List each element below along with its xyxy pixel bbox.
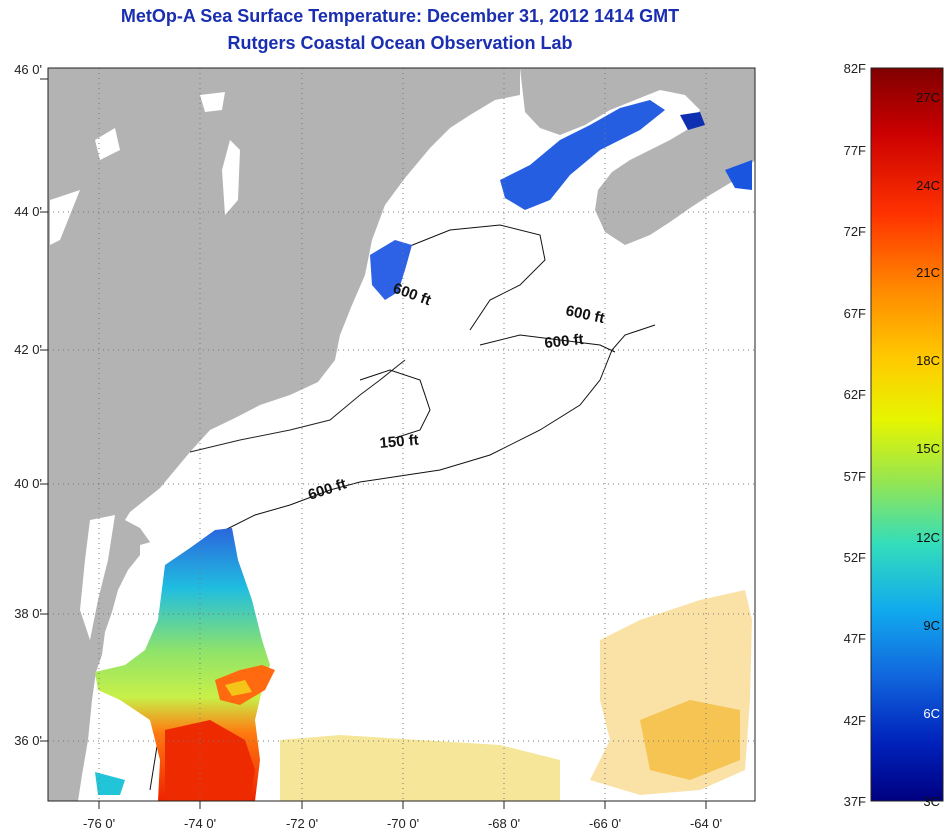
isobath-150ft bbox=[359, 369, 431, 439]
colorbar-f-label: 52F bbox=[844, 550, 866, 565]
map-subtitle: Rutgers Coastal Ocean Observation Lab bbox=[227, 33, 573, 53]
isobath-label: 600 ft bbox=[544, 331, 585, 352]
lon-label: -66 0' bbox=[589, 816, 621, 831]
lon-label: -74 0' bbox=[184, 816, 216, 831]
map-title: MetOp-A Sea Surface Temperature: Decembe… bbox=[120, 6, 680, 26]
colorbar-f-label: 67F bbox=[844, 306, 866, 321]
lake-feature bbox=[200, 92, 225, 112]
map-panel: 46 0' 44 0' 42 0' 40 0' 38 0' 36 0' -76 … bbox=[14, 62, 756, 831]
sst-patch bbox=[725, 160, 752, 190]
sst-scatter-south bbox=[280, 735, 560, 801]
lat-label: 44 0' bbox=[14, 204, 42, 219]
isobath-600ft-georges bbox=[479, 334, 616, 353]
graticule bbox=[48, 68, 755, 801]
colorbar-c-label: 3C bbox=[923, 794, 940, 809]
coastline bbox=[189, 359, 406, 453]
colorbar-c-label: 27C bbox=[916, 90, 940, 105]
colorbar: 82F 77F 72F 67F 62F 57F 52F 47F 42F 37F … bbox=[844, 61, 944, 809]
lat-label: 38 0' bbox=[14, 606, 42, 621]
lake-feature bbox=[95, 128, 120, 160]
sst-scatter-southeast bbox=[590, 590, 752, 795]
colorbar-c-label: 18C bbox=[916, 353, 940, 368]
chesapeake-bay bbox=[80, 515, 115, 640]
lat-label: 42 0' bbox=[14, 342, 42, 357]
lat-label: 46 0' bbox=[14, 62, 42, 77]
lat-label: 40 0' bbox=[14, 476, 42, 491]
lon-label: -68 0' bbox=[488, 816, 520, 831]
colorbar-f-label: 42F bbox=[844, 713, 866, 728]
lon-label: -72 0' bbox=[286, 816, 318, 831]
lon-label: -70 0' bbox=[387, 816, 419, 831]
land-mainland bbox=[48, 68, 520, 801]
sst-patch-bay-of-fundy bbox=[500, 100, 665, 210]
delaware-bay bbox=[140, 540, 158, 580]
lake-champlain bbox=[222, 140, 240, 215]
land-nova-scotia bbox=[520, 68, 755, 245]
lon-label: -76 0' bbox=[83, 816, 115, 831]
colorbar-f-label: 47F bbox=[844, 631, 866, 646]
colorbar-f-label: 77F bbox=[844, 143, 866, 158]
colorbar-c-label: 12C bbox=[916, 530, 940, 545]
colorbar-f-label: 57F bbox=[844, 469, 866, 484]
colorbar-c-label: 15C bbox=[916, 441, 940, 456]
colorbar-c-label: 21C bbox=[916, 265, 940, 280]
sst-patch bbox=[225, 680, 252, 696]
lat-label: 36 0' bbox=[14, 733, 42, 748]
map-frame bbox=[47, 67, 756, 802]
sst-patch-maine-coast bbox=[370, 240, 412, 300]
sst-patch bbox=[165, 720, 255, 801]
colorbar-c-label: 24C bbox=[916, 178, 940, 193]
sst-patch bbox=[95, 772, 125, 795]
lon-label: -64 0' bbox=[690, 816, 722, 831]
colorbar-c-label: 9C bbox=[923, 618, 940, 633]
colorbar-c-label: 6C bbox=[923, 706, 940, 721]
colorbar-gradient bbox=[870, 67, 944, 802]
isobath-label: 150 ft bbox=[379, 432, 420, 452]
colorbar-f-label: 72F bbox=[844, 224, 866, 239]
sst-patch bbox=[680, 112, 705, 130]
colorbar-f-label: 62F bbox=[844, 387, 866, 402]
isobath-600ft-gulf bbox=[399, 224, 546, 331]
lake-feature bbox=[50, 190, 80, 245]
colorbar-f-label: 82F bbox=[844, 61, 866, 76]
colorbar-f-label: 37F bbox=[844, 794, 866, 809]
axis-ticks bbox=[40, 78, 707, 809]
